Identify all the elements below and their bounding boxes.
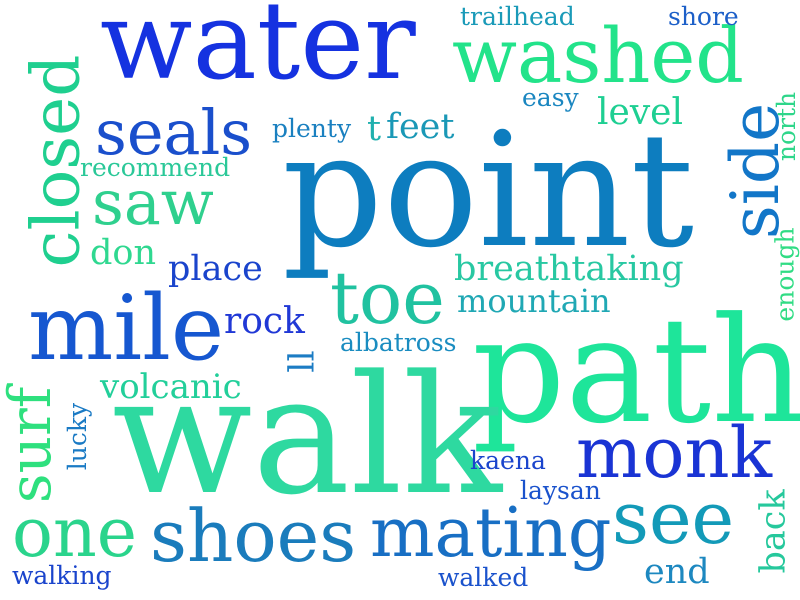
word-volcanic: volcanic — [100, 367, 242, 407]
word-toe: toe — [330, 256, 445, 340]
word-surf: surf — [0, 386, 65, 504]
word-t: t — [367, 109, 382, 149]
word-shore: shore — [668, 2, 739, 31]
word-walking: walking — [12, 561, 112, 590]
word-seals: seals — [95, 96, 253, 169]
word-albatross: albatross — [340, 328, 457, 357]
word-recommend: recommend — [80, 153, 231, 182]
word-saw: saw — [92, 166, 214, 239]
word-water: water — [100, 0, 416, 104]
word-monk: monk — [576, 412, 773, 494]
word-walk: walk — [112, 340, 502, 531]
word-mile: mile — [28, 276, 225, 381]
word-breathtaking: breathtaking — [454, 249, 684, 289]
word-feet: feet — [386, 107, 455, 147]
word-plenty: plenty — [272, 114, 352, 143]
word-shoes: shoes — [150, 494, 357, 578]
word-laysan: laysan — [520, 476, 601, 505]
word-point: point — [282, 99, 695, 283]
word-trailhead: trailhead — [460, 2, 575, 31]
word-end: end — [644, 552, 710, 592]
word-kaena: kaena — [470, 446, 546, 475]
word-mountain: mountain — [457, 282, 611, 320]
word-back: back — [753, 489, 794, 574]
word-see: see — [612, 476, 735, 560]
word-rock: rock — [224, 301, 305, 342]
word-north: north — [772, 91, 800, 162]
word-washed: washed — [452, 11, 744, 100]
word-walked: walked — [438, 563, 529, 592]
word-lucky: lucky — [63, 402, 93, 471]
word-level: level — [597, 92, 683, 133]
word-don: don — [90, 233, 157, 273]
word-easy: easy — [522, 83, 579, 112]
word-place: place — [168, 249, 263, 289]
word-ll: ll — [282, 350, 323, 373]
word-mating: mating — [370, 494, 612, 573]
word-path: path — [472, 286, 800, 456]
word-one: one — [12, 494, 137, 573]
word-enough: enough — [770, 227, 800, 322]
